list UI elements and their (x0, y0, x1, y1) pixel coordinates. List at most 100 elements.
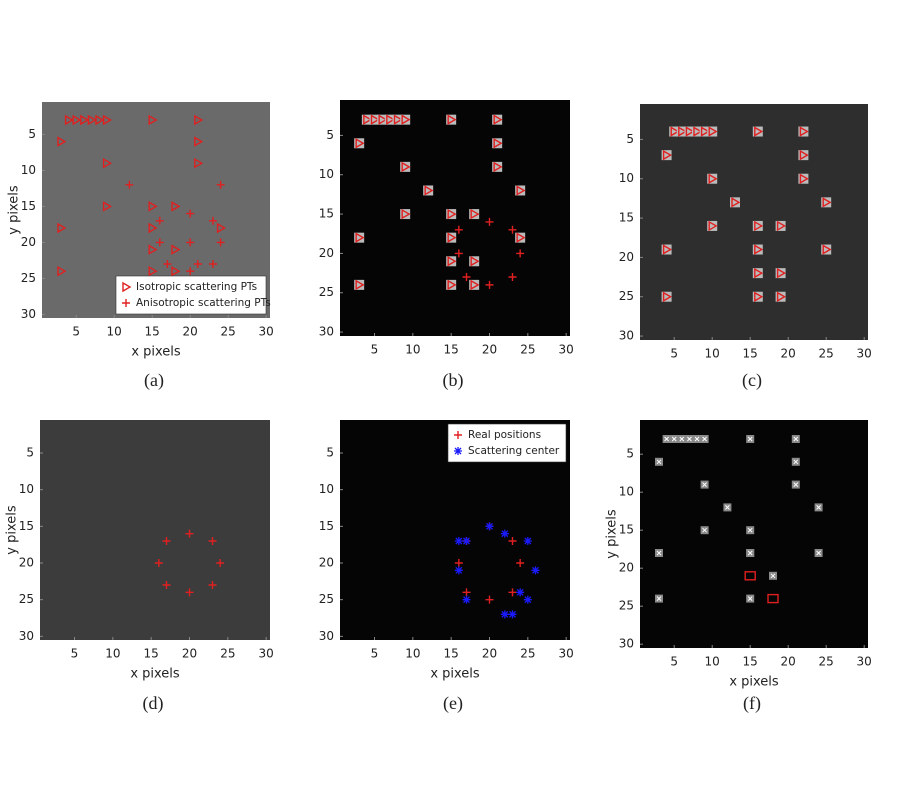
data-point (752, 291, 764, 302)
marker-triangle (776, 291, 787, 302)
marker-box (707, 173, 718, 184)
data-point (462, 588, 471, 597)
marker-star (454, 447, 462, 455)
y-tick-label: 20 (19, 556, 34, 570)
x-tick-label: 25 (520, 343, 535, 357)
marker-x (671, 436, 677, 442)
data-point (148, 244, 158, 255)
marker-plus (454, 559, 463, 567)
data-point (454, 249, 463, 258)
y-tick-label: 20 (619, 250, 634, 264)
marker-x (664, 436, 669, 442)
x-tick-label: 5 (72, 325, 80, 339)
marker-box (752, 268, 763, 279)
legend-label: Real positions (468, 429, 541, 441)
data-point (677, 435, 686, 443)
marker-star (508, 610, 517, 619)
data-point (384, 114, 396, 125)
data-point (746, 526, 755, 535)
marker-triangle (87, 114, 97, 126)
marker-plus (516, 559, 525, 567)
x-axis-label: x pixels (430, 667, 480, 682)
x-tick-label: 10 (705, 655, 720, 669)
marker-triangle (493, 138, 503, 149)
marker-triangle (355, 279, 365, 291)
marker-x (816, 550, 821, 556)
marker-box (492, 138, 503, 149)
data-point (400, 114, 411, 125)
marker-box (446, 114, 457, 125)
y-tick-label: 20 (319, 556, 334, 570)
y-tick-label: 30 (319, 325, 334, 339)
x-tick-label: 30 (559, 647, 574, 661)
data-point (469, 279, 480, 291)
y-tick-label: 30 (19, 629, 34, 643)
marker-star (454, 566, 463, 575)
marker-triangle (424, 185, 434, 196)
data-point (821, 197, 832, 208)
marker-plus (508, 537, 517, 545)
marker-triangle (194, 114, 204, 126)
data-point (209, 260, 217, 268)
data-point (523, 537, 532, 545)
data-point (361, 114, 373, 125)
marker-plus (516, 249, 525, 258)
marker-box (684, 126, 695, 137)
panel-caption: (c) (742, 370, 762, 391)
marker-box (798, 126, 809, 137)
x-tick-label: 10 (405, 647, 420, 661)
marker-box (676, 126, 687, 137)
data-point (423, 185, 434, 196)
marker-triangle (493, 114, 503, 125)
marker-triangle (102, 114, 113, 126)
marker-star (462, 595, 471, 604)
data-point (746, 435, 755, 443)
marker-triangle (708, 126, 718, 137)
marker-triangle (447, 114, 457, 125)
panel-caption: (b) (443, 370, 464, 391)
marker-triangle (148, 222, 158, 234)
marker-plus (216, 238, 225, 247)
data-point (814, 503, 823, 512)
data-point (752, 220, 764, 232)
marker-triangle (355, 138, 365, 149)
data-point (746, 549, 755, 557)
y-tick-label: 25 (21, 271, 36, 285)
x-tick-label: 20 (182, 647, 197, 661)
data-point (775, 291, 787, 302)
legend-label: Anisotropic scattering PTs (136, 297, 271, 309)
marker-triangle (447, 208, 457, 220)
y-tick-label: 10 (619, 171, 634, 185)
y-tick-label: 5 (626, 132, 634, 146)
data-point (798, 173, 809, 184)
marker-plus (462, 588, 471, 597)
marker-box (400, 114, 411, 125)
marker-triangle (693, 126, 703, 137)
data-point (446, 114, 457, 125)
data-point (122, 281, 132, 293)
data-point (508, 537, 517, 545)
data-point (685, 435, 694, 443)
marker-box (692, 126, 702, 137)
y-tick-label: 15 (619, 211, 634, 225)
panel-caption: (e) (443, 693, 463, 714)
marker-box (377, 114, 388, 125)
marker-star (531, 566, 540, 575)
marker-triangle (662, 291, 673, 302)
legend: Isotropic scattering PTs Anisotropic scat… (115, 275, 271, 315)
marker-star (500, 610, 509, 619)
x-tick-label: 15 (444, 647, 459, 661)
marker-box (707, 126, 718, 137)
marker-x (747, 436, 753, 442)
x-tick-label: 20 (482, 343, 497, 357)
y-tick-label: 25 (19, 592, 34, 606)
x-tick-label: 10 (105, 647, 120, 661)
data-point (752, 267, 764, 279)
marker-star (523, 537, 532, 545)
x-tick-label: 30 (259, 325, 274, 339)
data-point (515, 232, 526, 243)
marker-box (392, 114, 403, 125)
marker-x (702, 436, 707, 442)
panel-caption: (d) (143, 693, 164, 714)
data-point (446, 256, 457, 267)
